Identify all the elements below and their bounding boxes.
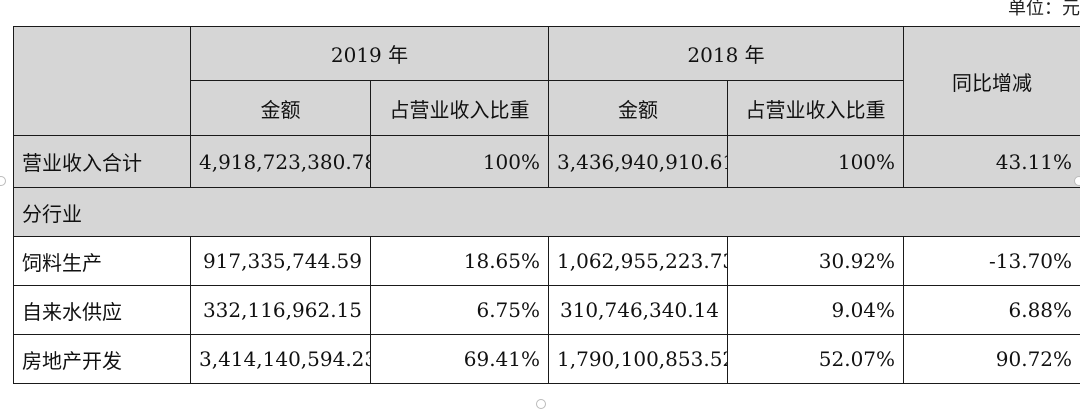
section-label: 分行业 bbox=[14, 188, 1080, 237]
header-ratio-2018: 占营业收入比重 bbox=[728, 81, 904, 136]
cell-yoy: 6.88% bbox=[904, 286, 1080, 335]
cell-amount-2019: 3,414,140,594.23 bbox=[191, 335, 371, 384]
cell-ratio-2018: 100% bbox=[728, 136, 904, 188]
cell-ratio-2019: 18.65% bbox=[371, 237, 549, 286]
cell-ratio-2019: 69.41% bbox=[371, 335, 549, 384]
cell-amount-2018: 310,746,340.14 bbox=[549, 286, 728, 335]
header-row-years: 2019 年 2018 年 同比增减 bbox=[14, 27, 1080, 81]
bottom-edge-handle bbox=[536, 399, 546, 409]
cell-amount-2018: 3,436,940,910.61 bbox=[549, 136, 728, 188]
table-row-section: 分行业 bbox=[14, 188, 1080, 237]
cell-amount-2018: 1,790,100,853.52 bbox=[549, 335, 728, 384]
header-year-2018: 2018 年 bbox=[549, 27, 904, 81]
unit-note: 单位：元 bbox=[1008, 0, 1080, 20]
cell-ratio-2018: 30.92% bbox=[728, 237, 904, 286]
header-ratio-2019: 占营业收入比重 bbox=[371, 81, 549, 136]
row-label: 房地产开发 bbox=[14, 335, 191, 384]
cell-ratio-2018: 52.07% bbox=[728, 335, 904, 384]
cell-ratio-2019: 6.75% bbox=[371, 286, 549, 335]
cell-ratio-2019: 100% bbox=[371, 136, 549, 188]
right-edge-handle bbox=[1074, 176, 1080, 186]
header-year-2019: 2019 年 bbox=[191, 27, 549, 81]
cell-amount-2019: 4,918,723,380.78 bbox=[191, 136, 371, 188]
table-row-total: 营业收入合计 4,918,723,380.78 100% 3,436,940,9… bbox=[14, 136, 1080, 188]
revenue-table: 2019 年 2018 年 同比增减 金额 占营业收入比重 金额 占营业收入比重… bbox=[13, 26, 1080, 384]
cell-yoy: 43.11% bbox=[904, 136, 1080, 188]
cell-amount-2019: 332,116,962.15 bbox=[191, 286, 371, 335]
header-amount-2018: 金额 bbox=[549, 81, 728, 136]
row-label: 营业收入合计 bbox=[14, 136, 191, 188]
header-blank-cell bbox=[14, 27, 191, 136]
cell-amount-2019: 917,335,744.59 bbox=[191, 237, 371, 286]
left-edge-handle bbox=[0, 176, 6, 186]
cell-yoy: 90.72% bbox=[904, 335, 1080, 384]
table-row: 饲料生产 917,335,744.59 18.65% 1,062,955,223… bbox=[14, 237, 1080, 286]
cell-ratio-2018: 9.04% bbox=[728, 286, 904, 335]
row-label: 饲料生产 bbox=[14, 237, 191, 286]
table-row: 房地产开发 3,414,140,594.23 69.41% 1,790,100,… bbox=[14, 335, 1080, 384]
row-label: 自来水供应 bbox=[14, 286, 191, 335]
header-amount-2019: 金额 bbox=[191, 81, 371, 136]
cell-amount-2018: 1,062,955,223.73 bbox=[549, 237, 728, 286]
header-yoy: 同比增减 bbox=[904, 27, 1080, 136]
table-row: 自来水供应 332,116,962.15 6.75% 310,746,340.1… bbox=[14, 286, 1080, 335]
cell-yoy: -13.70% bbox=[904, 237, 1080, 286]
